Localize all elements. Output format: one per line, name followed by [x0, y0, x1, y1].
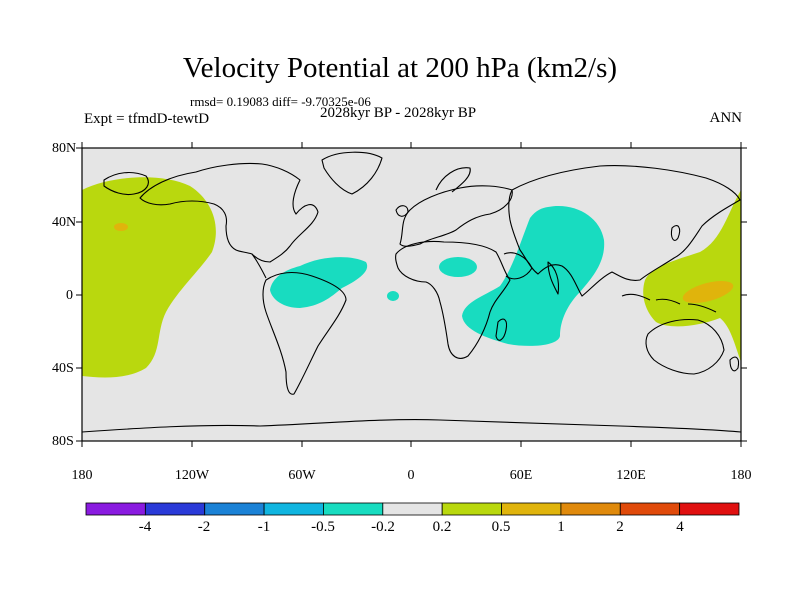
colorbar-box — [679, 502, 740, 516]
lat-label-40n: 40N — [52, 215, 77, 230]
coast-arabia — [503, 252, 533, 280]
colorbar-label: 4 — [676, 519, 684, 535]
coast-british-isles — [395, 205, 409, 217]
negative-region-indian-ocean — [462, 205, 605, 346]
coast-africa — [395, 240, 511, 359]
period-label: 2028kyr BP - 2028kyr BP — [320, 105, 477, 121]
colorbar-box — [144, 502, 206, 516]
colorbar-box — [560, 502, 621, 516]
coast-australia — [645, 318, 725, 375]
coast-alaska — [103, 171, 149, 196]
coastlines — [82, 151, 741, 433]
negative-region-south-america — [270, 257, 368, 308]
colorbar-label: -1 — [257, 519, 271, 535]
lat-label-80n: 80N — [52, 141, 77, 156]
coast-madagascar — [495, 318, 508, 341]
colorbar-label: 2 — [616, 519, 624, 535]
colorbar-box — [619, 502, 681, 516]
experiment-label: Expt = tfmdD-tewtD — [84, 111, 210, 127]
coast-south-america — [262, 271, 347, 395]
colorbar-label: -4 — [138, 519, 152, 535]
season-label: ANN — [709, 110, 743, 126]
colorbar-label: 0.2 — [432, 519, 452, 535]
colorbar-box — [441, 502, 502, 516]
negative-region-atlantic — [387, 291, 399, 301]
colorbar-box — [323, 502, 384, 516]
coast-india — [547, 261, 560, 295]
colorbar-label: 1 — [557, 519, 565, 535]
coast-north-america — [139, 162, 319, 263]
colorbar-box — [263, 502, 324, 516]
negative-region-africa — [439, 257, 477, 277]
coast-scandinavia — [435, 167, 471, 193]
colorbar — [85, 502, 740, 516]
colorbar-label: -0.2 — [371, 519, 395, 535]
lon-label-120w: 120W — [174, 468, 210, 483]
colorbar-box — [501, 502, 562, 516]
coast-indonesia — [621, 293, 717, 313]
colorbar-label: -2 — [197, 519, 211, 535]
positive-max-north-pacific — [114, 223, 128, 231]
positive-max-west-pacific — [682, 281, 734, 303]
lon-label-60e: 60E — [509, 468, 533, 483]
colorbar-box — [204, 502, 265, 516]
lat-label-eq: 0 — [66, 288, 73, 303]
colorbar-box — [382, 502, 443, 516]
positive-region-west-pacific — [643, 190, 741, 362]
page-title: Velocity Potential at 200 hPa (km2/s) — [182, 52, 618, 84]
colorbar-label: -0.5 — [311, 519, 335, 535]
stats-text: rmsd= 0.19083 diff= -9.70325e-06 — [190, 94, 371, 109]
lon-label-120e: 120E — [616, 468, 646, 483]
colorbar-box — [85, 502, 146, 516]
axis-ticks — [76, 142, 747, 447]
lon-label-180e: 180 — [730, 468, 752, 483]
coast-greenland — [321, 151, 383, 195]
colorbar-label: 0.5 — [491, 519, 511, 535]
coast-central-america — [251, 253, 267, 279]
lon-label-180w: 180 — [71, 468, 93, 483]
coast-japan — [670, 225, 681, 241]
coast-asia — [508, 165, 741, 297]
lon-label-0: 0 — [407, 468, 415, 483]
coast-new-zealand — [729, 356, 740, 372]
lon-label-60w: 60W — [288, 468, 316, 483]
lat-label-40s: 40S — [52, 361, 74, 376]
coast-antarctica — [82, 419, 741, 433]
lat-label-80s: 80S — [52, 434, 74, 449]
